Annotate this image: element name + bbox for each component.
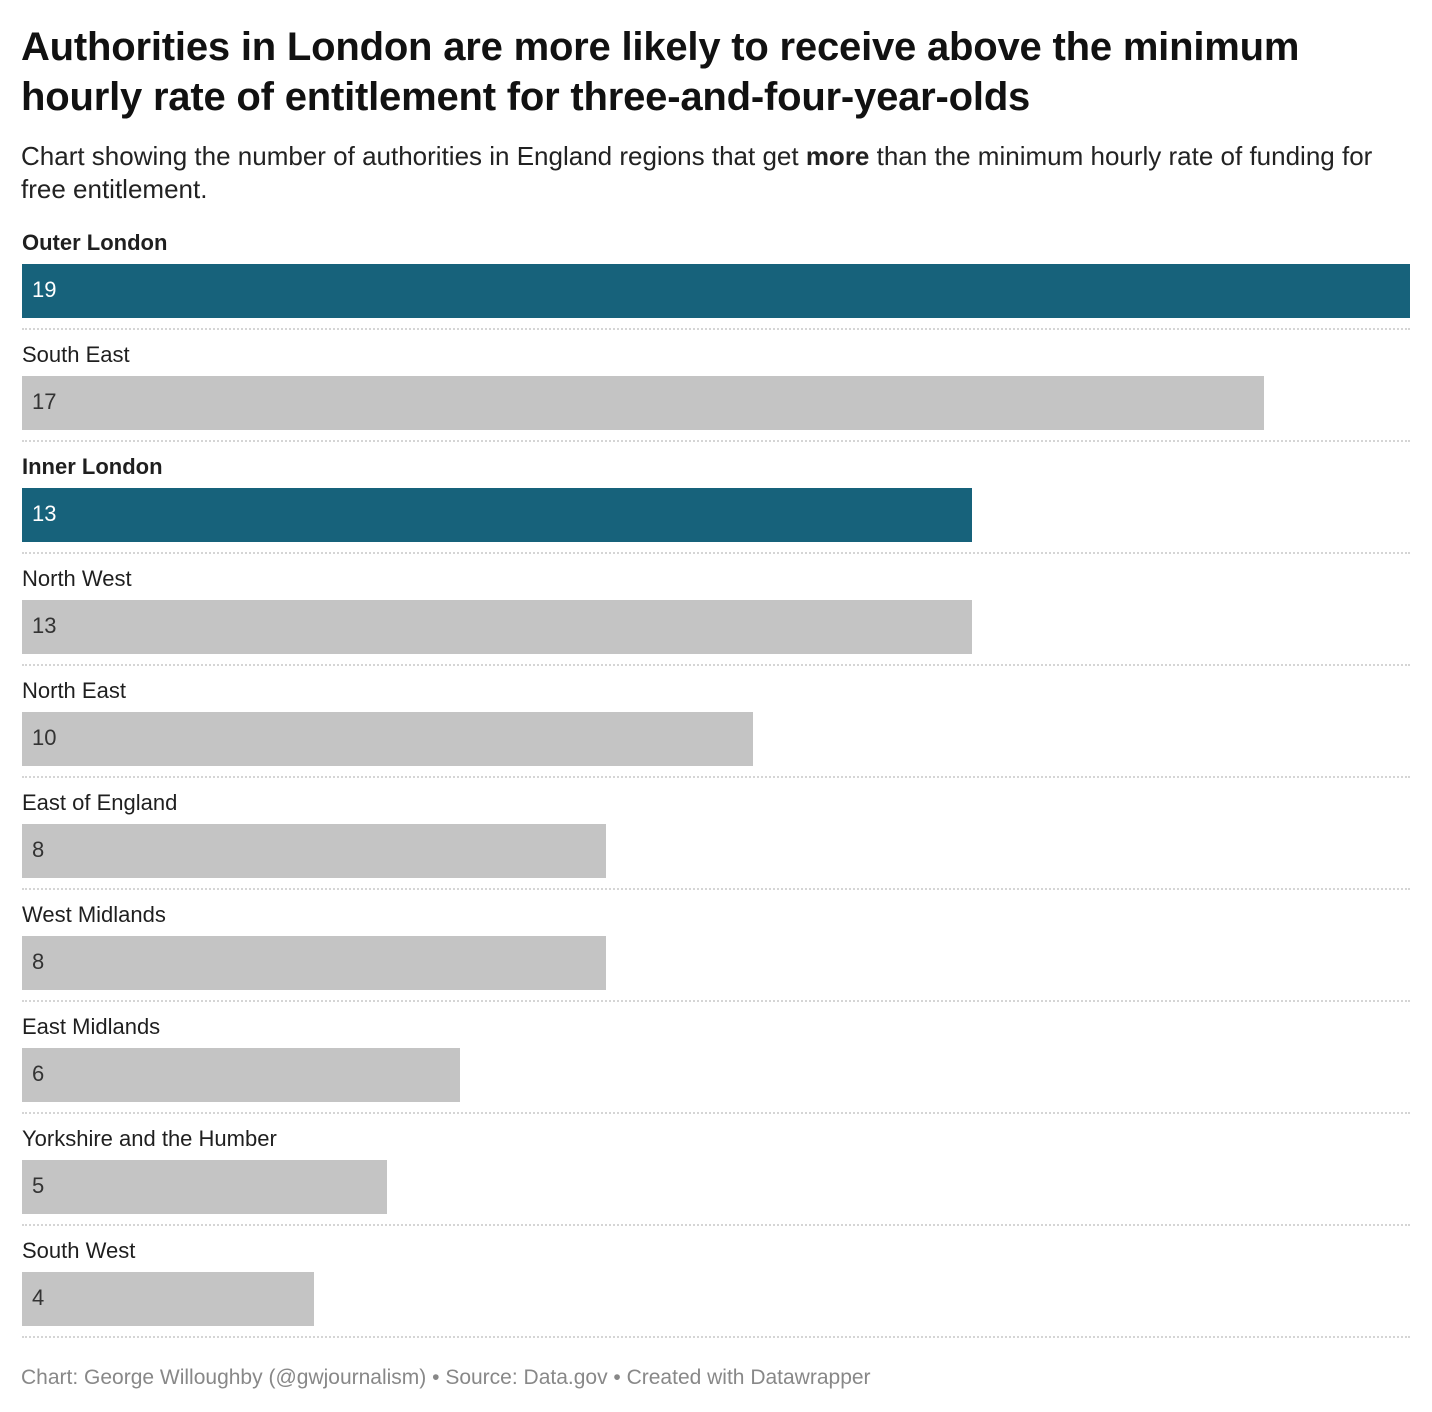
subtitle-emphasis: more xyxy=(805,141,870,171)
row-divider xyxy=(22,664,1410,666)
subtitle-text-end: than the minimum hourly rate of funding … xyxy=(21,141,1373,204)
chart-title: Authorities in London are more likely to… xyxy=(21,25,1300,119)
category-label: East Midlands xyxy=(22,1014,161,1039)
row-divider xyxy=(22,440,1410,442)
bar-value-label: 13 xyxy=(32,501,57,526)
category-label: Inner London xyxy=(22,454,163,479)
row-divider xyxy=(22,328,1410,330)
bar-row-east-midlands: East Midlands 6 xyxy=(22,1010,1410,1122)
bar: 10 xyxy=(22,712,753,766)
category-label: North West xyxy=(22,566,132,591)
category-label: Yorkshire and the Humber xyxy=(22,1126,277,1151)
bar-row-north-east: North East 10 xyxy=(22,674,1410,786)
bar-value-label: 4 xyxy=(32,1285,45,1310)
row-divider xyxy=(22,1112,1410,1114)
row-divider xyxy=(22,552,1410,554)
chart-footer-credit: Chart: George Willoughby (@gwjournalism)… xyxy=(21,1366,871,1389)
bar-value-label: 19 xyxy=(32,277,57,302)
bar-value-label: 5 xyxy=(32,1173,45,1198)
bar-row-north-west: North West 13 xyxy=(22,562,1410,674)
bar-value-label: 13 xyxy=(32,613,57,638)
category-label: Outer London xyxy=(22,230,168,255)
category-label: South East xyxy=(22,342,130,367)
bar-row-yorkshire-and-the-humber: Yorkshire and the Humber 5 xyxy=(22,1122,1410,1234)
row-divider xyxy=(22,888,1410,890)
bar-value-label: 10 xyxy=(32,725,57,750)
bar-chart: Outer London 19 South East 17 Inner London 13… xyxy=(22,226,1410,1338)
category-label: North East xyxy=(22,678,126,703)
row-divider xyxy=(22,1000,1410,1002)
bar: 19 xyxy=(22,264,1410,318)
bar-row-inner-london: Inner London 13 xyxy=(22,450,1410,562)
row-divider xyxy=(22,776,1410,778)
bar-value-label: 17 xyxy=(32,389,57,414)
bar-row-south-east: South East 17 xyxy=(22,338,1410,450)
bar: 6 xyxy=(22,1048,460,1102)
row-divider xyxy=(22,1336,1410,1338)
row-divider xyxy=(22,1224,1410,1226)
bar: 17 xyxy=(22,376,1264,430)
bar: 8 xyxy=(22,936,606,990)
category-label: South West xyxy=(22,1238,136,1263)
subtitle-text-start: Chart showing the number of authorities … xyxy=(21,141,806,171)
bar-value-label: 8 xyxy=(32,837,45,862)
bar-row-west-midlands: West Midlands 8 xyxy=(22,898,1410,1010)
bar: 8 xyxy=(22,824,606,878)
bar-row-south-west: South West 4 xyxy=(22,1234,1410,1346)
category-label: West Midlands xyxy=(22,902,166,927)
chart-subtitle: Chart showing the number of authorities … xyxy=(21,140,1411,206)
bar: 4 xyxy=(22,1272,314,1326)
bar-value-label: 6 xyxy=(32,1061,45,1086)
bar-row-outer-london: Outer London 19 xyxy=(22,226,1410,338)
bar: 13 xyxy=(22,600,972,654)
category-label: East of England xyxy=(22,790,178,815)
bar-value-label: 8 xyxy=(32,949,45,974)
bar: 13 xyxy=(22,488,972,542)
bar: 5 xyxy=(22,1160,387,1214)
bar-row-east-of-england: East of England 8 xyxy=(22,786,1410,898)
